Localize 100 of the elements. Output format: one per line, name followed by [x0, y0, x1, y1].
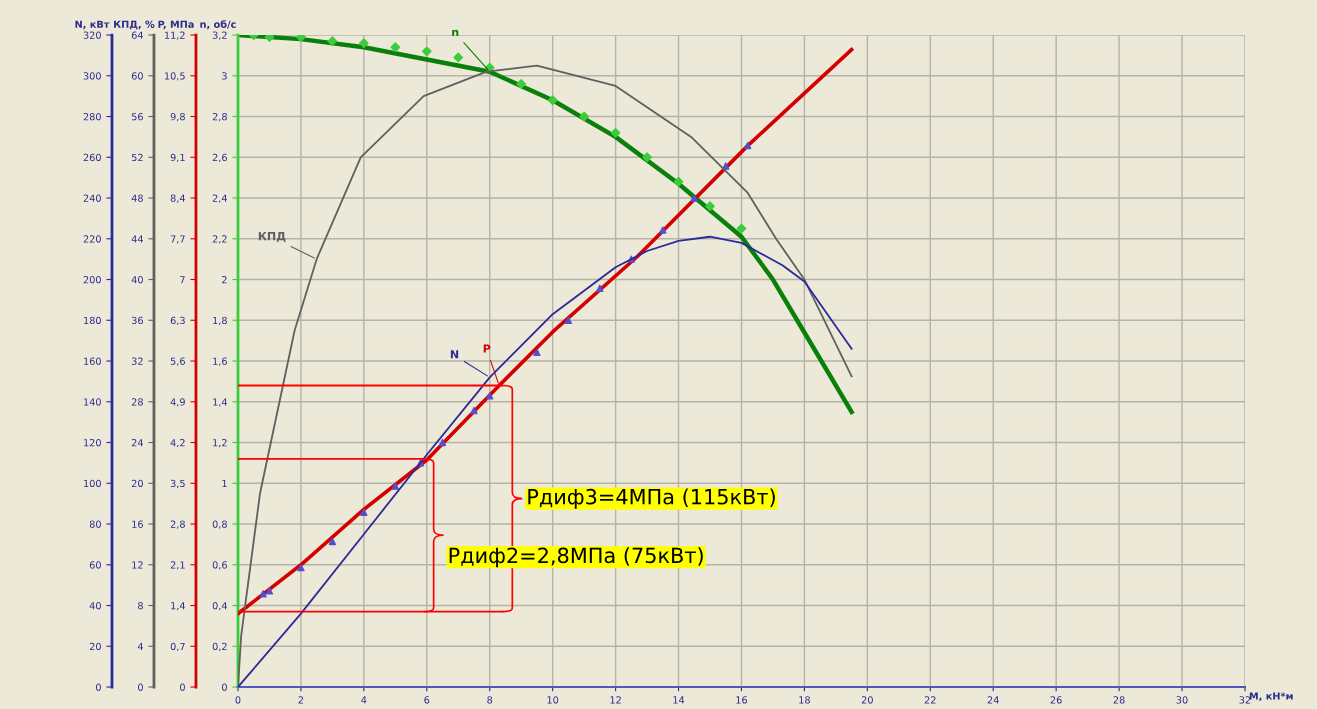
point: [516, 79, 527, 89]
point: [705, 201, 715, 212]
text: N: [450, 350, 459, 359]
point: [722, 162, 730, 170]
y2-tick-label: 10,5: [164, 72, 185, 81]
y2-tick-label: 7: [180, 276, 185, 284]
point: [421, 46, 432, 57]
y2-tick-label: 9,8: [170, 113, 185, 122]
y-axis-title: n, об/с: [200, 20, 236, 30]
y-tick-label: 28: [131, 398, 143, 406]
point: [259, 590, 267, 598]
x-tick-label: 30: [1176, 696, 1188, 704]
point: [690, 194, 698, 202]
y2-tick-label: 1,4: [171, 602, 186, 611]
x-tick-label: 4: [361, 696, 367, 704]
point: [547, 95, 558, 106]
x-tick-label: 12: [610, 696, 621, 704]
y-tick-label: 3,2: [212, 31, 227, 40]
line-series: [237, 35, 854, 415]
y2-tick-label: 2,1: [170, 561, 185, 570]
y-tick-label: 80: [89, 520, 101, 528]
y-tick-label: 240: [83, 194, 101, 202]
y-tick-label: 52: [131, 153, 143, 162]
y-tick-label: 40: [89, 602, 101, 610]
y-tick-label: 1,8: [213, 316, 227, 326]
text: P: [483, 344, 491, 353]
y2-tick-label: 8,4: [170, 194, 186, 203]
y2-tick-label: 5,6: [170, 357, 185, 366]
y-tick-label: 40: [131, 276, 143, 284]
y-tick-label: 0: [138, 683, 143, 691]
x-tick-label: 16: [736, 696, 748, 704]
y2-tick-label: 7,7: [170, 235, 185, 244]
y-tick-label: 0: [96, 683, 101, 691]
y-tick-label: 100: [84, 479, 101, 488]
point: [533, 348, 541, 356]
y-tick-label: 64: [131, 31, 144, 39]
x-axis-title: M, кН*м: [1249, 692, 1293, 702]
y-tick-label: 2,2: [212, 235, 227, 244]
y-axis-title: КПД, %: [114, 20, 155, 30]
x-tick-label: 28: [1113, 696, 1125, 704]
x-tick-label: 14: [673, 696, 685, 704]
point: [610, 127, 621, 138]
y-tick-label: 0: [222, 683, 227, 691]
y-tick-label: 0,6: [212, 561, 227, 570]
point: [596, 284, 604, 292]
point: [358, 38, 369, 49]
point: [328, 537, 337, 546]
y-tick-label: 2: [222, 276, 227, 284]
point: [736, 223, 747, 234]
y-tick-label: 300: [83, 72, 101, 80]
y-tick-label: 1,4: [213, 398, 228, 407]
y2-tick-label: 4,2: [170, 439, 185, 448]
x-tick-label: 24: [987, 696, 999, 704]
y-tick-label: 1,2: [213, 439, 227, 448]
y-tick-label: 16: [132, 520, 143, 528]
y-tick-label: 280: [83, 113, 101, 121]
y-tick-label: 1: [222, 479, 227, 487]
x-tick-label: 18: [799, 696, 810, 704]
y-tick-label: 200: [83, 276, 101, 284]
x-tick-label: 0: [235, 696, 241, 704]
y-tick-label: 3: [222, 72, 227, 80]
x-tick-label: 10: [547, 696, 559, 704]
y-tick-label: 0,4: [212, 602, 228, 611]
y-tick-label: 20: [131, 479, 143, 488]
point: [659, 226, 667, 234]
x-tick-label: 22: [924, 696, 936, 704]
y-tick-label: 140: [84, 398, 101, 406]
x-tick-label: 20: [861, 696, 873, 704]
y-tick-label: 0,8: [212, 520, 227, 529]
y-tick-label: 320: [83, 31, 101, 39]
y2-tick-label: 4,9: [170, 398, 185, 407]
y-tick-label: 2,6: [212, 153, 227, 163]
x-tick-label: 26: [1050, 696, 1062, 704]
y2-tick-label: 0,7: [170, 642, 185, 652]
text: КПД: [258, 232, 286, 242]
y-tick-label: 56: [131, 113, 143, 121]
point: [564, 316, 573, 324]
point: [297, 564, 305, 572]
y-tick-label: 48: [131, 194, 143, 202]
y-tick-label: 36: [131, 316, 143, 325]
y-tick-label: 120: [84, 439, 101, 447]
y2-tick-label: 0: [180, 683, 185, 691]
point: [296, 35, 306, 42]
y-tick-label: 180: [84, 316, 101, 325]
y-tick-label: 2,8: [212, 113, 227, 122]
point: [265, 587, 274, 595]
x-tick-label: 32: [1239, 696, 1251, 704]
point: [453, 52, 464, 63]
y-tick-label: 0,2: [212, 642, 227, 652]
y-tick-label: 220: [83, 235, 101, 243]
y-tick-label: 8: [138, 602, 143, 610]
y-tick-label: 24: [131, 439, 144, 447]
y-tick-label: 20: [89, 642, 101, 651]
point: [642, 152, 652, 163]
y2-tick-label: 6,3: [170, 316, 185, 326]
y2-axis-title: P, МПа: [158, 20, 194, 30]
text: n: [452, 29, 459, 37]
point: [673, 176, 684, 187]
point: [390, 42, 401, 53]
y2-tick-label: 9,1: [170, 153, 185, 163]
